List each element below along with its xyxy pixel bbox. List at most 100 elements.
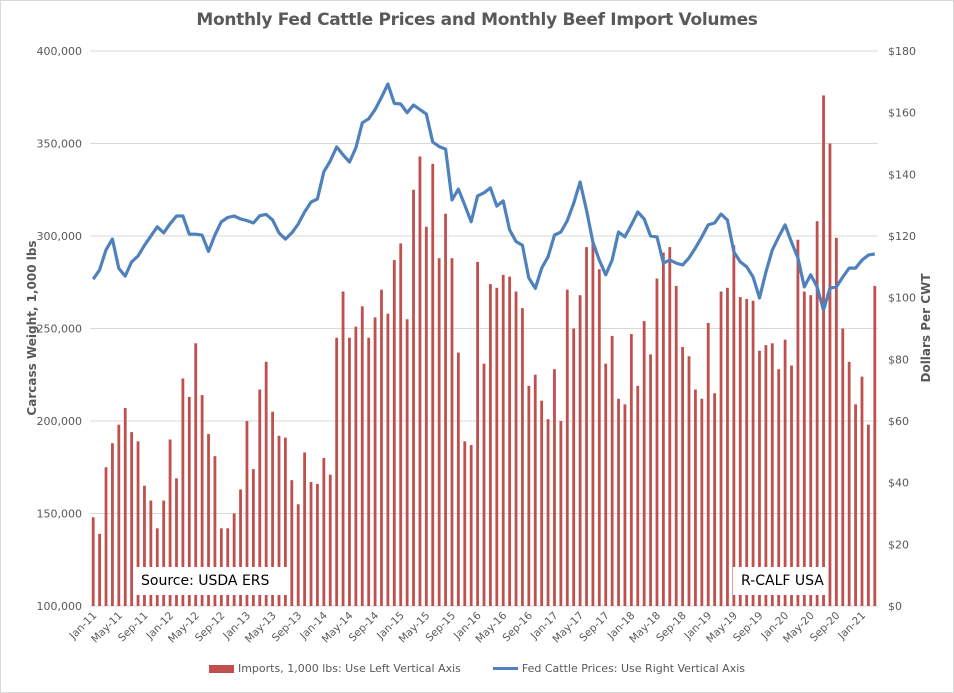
import-bar xyxy=(117,424,121,606)
import-bar xyxy=(463,441,467,606)
import-bar xyxy=(143,485,146,606)
import-bar xyxy=(822,95,825,607)
import-bar xyxy=(412,189,415,606)
import-bar xyxy=(834,237,838,606)
import-bar xyxy=(418,156,422,606)
right-tick-label: $60 xyxy=(888,415,909,428)
import-bar xyxy=(194,343,198,606)
import-bar xyxy=(341,291,345,606)
import-bar xyxy=(130,432,134,606)
import-bar xyxy=(764,345,768,606)
chart-title: Monthly Fed Cattle Prices and Monthly Be… xyxy=(196,10,758,30)
import-bar xyxy=(456,352,460,606)
import-bar xyxy=(123,408,127,606)
import-bar xyxy=(565,289,569,606)
import-bar xyxy=(392,260,396,606)
right-tick-label: $160 xyxy=(888,107,916,120)
import-bar xyxy=(367,337,371,606)
import-bar xyxy=(136,441,140,606)
import-bar xyxy=(783,339,787,606)
import-bar xyxy=(245,421,249,606)
import-bar xyxy=(111,443,114,606)
org-annotation: R-CALF USA xyxy=(733,567,825,595)
import-bar xyxy=(283,437,287,606)
import-bar xyxy=(316,483,319,606)
import-bar xyxy=(437,258,441,606)
right-tick-label: $20 xyxy=(888,538,909,551)
import-bar xyxy=(444,213,447,607)
import-bar xyxy=(802,291,806,606)
import-bar xyxy=(617,398,620,606)
import-bar xyxy=(373,317,377,606)
legend-swatch-line xyxy=(492,667,518,670)
import-bar xyxy=(674,285,678,606)
import-bar xyxy=(232,513,236,606)
import-bar xyxy=(527,385,531,606)
import-bar xyxy=(399,243,403,606)
price-line-path xyxy=(91,82,876,312)
left-tick-label: 150,000 xyxy=(37,508,83,521)
import-bar xyxy=(187,396,191,606)
import-bar xyxy=(591,243,595,606)
import-bar xyxy=(469,445,473,606)
left-axis-ticks: 100,000 150,000 200,000 250,000 300,000 350,0… xyxy=(37,45,83,613)
import-bar xyxy=(713,393,717,606)
legend-item-prices: Fed Cattle Prices: Use Right Vertical Ax… xyxy=(492,662,746,675)
right-tick-label: $120 xyxy=(888,230,916,243)
left-tick-label: 200,000 xyxy=(37,415,83,428)
import-bar xyxy=(501,274,505,606)
legend-item-imports: Imports, 1,000 lbs: Use Left Vertical Ax… xyxy=(208,662,461,675)
import-bar xyxy=(405,319,409,606)
import-bar xyxy=(360,306,364,606)
left-tick-label: 250,000 xyxy=(37,323,83,336)
import-bar xyxy=(815,221,819,606)
import-bar xyxy=(290,480,294,606)
import-bar xyxy=(489,284,492,606)
import-bar xyxy=(328,474,332,606)
right-tick-label: $140 xyxy=(888,168,916,181)
legend-swatch-bar xyxy=(208,664,234,673)
import-bar xyxy=(809,295,813,606)
import-bar xyxy=(841,328,845,606)
import-bar xyxy=(860,376,864,606)
import-bar xyxy=(168,439,172,606)
x-axis-ticks: Jan-11May-11Sep-11Jan-12May-12Sep-12Jan-… xyxy=(67,609,869,645)
import-bar xyxy=(514,291,518,606)
right-tick-label: $80 xyxy=(888,353,909,366)
import-bar xyxy=(322,458,326,606)
import-bar xyxy=(770,343,774,606)
import-bar xyxy=(687,356,691,606)
import-bar xyxy=(873,285,877,606)
import-bar xyxy=(98,533,102,606)
import-bar xyxy=(303,452,307,606)
import-bar xyxy=(476,261,479,606)
import-bar xyxy=(738,297,742,606)
import-bar xyxy=(546,419,550,606)
import-bar xyxy=(726,287,729,606)
legend-label-prices: Fed Cattle Prices: Use Right Vertical Ax… xyxy=(521,662,746,675)
import-bar xyxy=(104,467,108,606)
import-bar xyxy=(335,337,339,606)
import-bar xyxy=(354,326,358,606)
left-tick-label: 300,000 xyxy=(37,230,83,243)
import-bar xyxy=(271,411,274,606)
left-tick-label: 400,000 xyxy=(37,45,83,58)
import-bar xyxy=(572,328,576,606)
right-axis-ticks: $0 $20 $40 $60 $80 $100 $120 $140 $160 $180 xyxy=(888,45,916,613)
import-bar xyxy=(553,369,556,606)
import-bar xyxy=(380,289,383,606)
import-bar xyxy=(649,354,652,606)
import-bar xyxy=(790,365,793,606)
import-bar xyxy=(655,278,659,606)
import-bar xyxy=(450,258,454,606)
import-bar xyxy=(213,456,217,606)
import-bar xyxy=(200,395,204,606)
import-bar xyxy=(854,404,857,606)
import-bar xyxy=(175,478,178,606)
import-bar xyxy=(629,334,633,606)
left-tick-label: 100,000 xyxy=(37,600,83,613)
import-bar xyxy=(207,433,210,606)
import-bar xyxy=(700,398,704,606)
import-bar xyxy=(258,389,262,606)
